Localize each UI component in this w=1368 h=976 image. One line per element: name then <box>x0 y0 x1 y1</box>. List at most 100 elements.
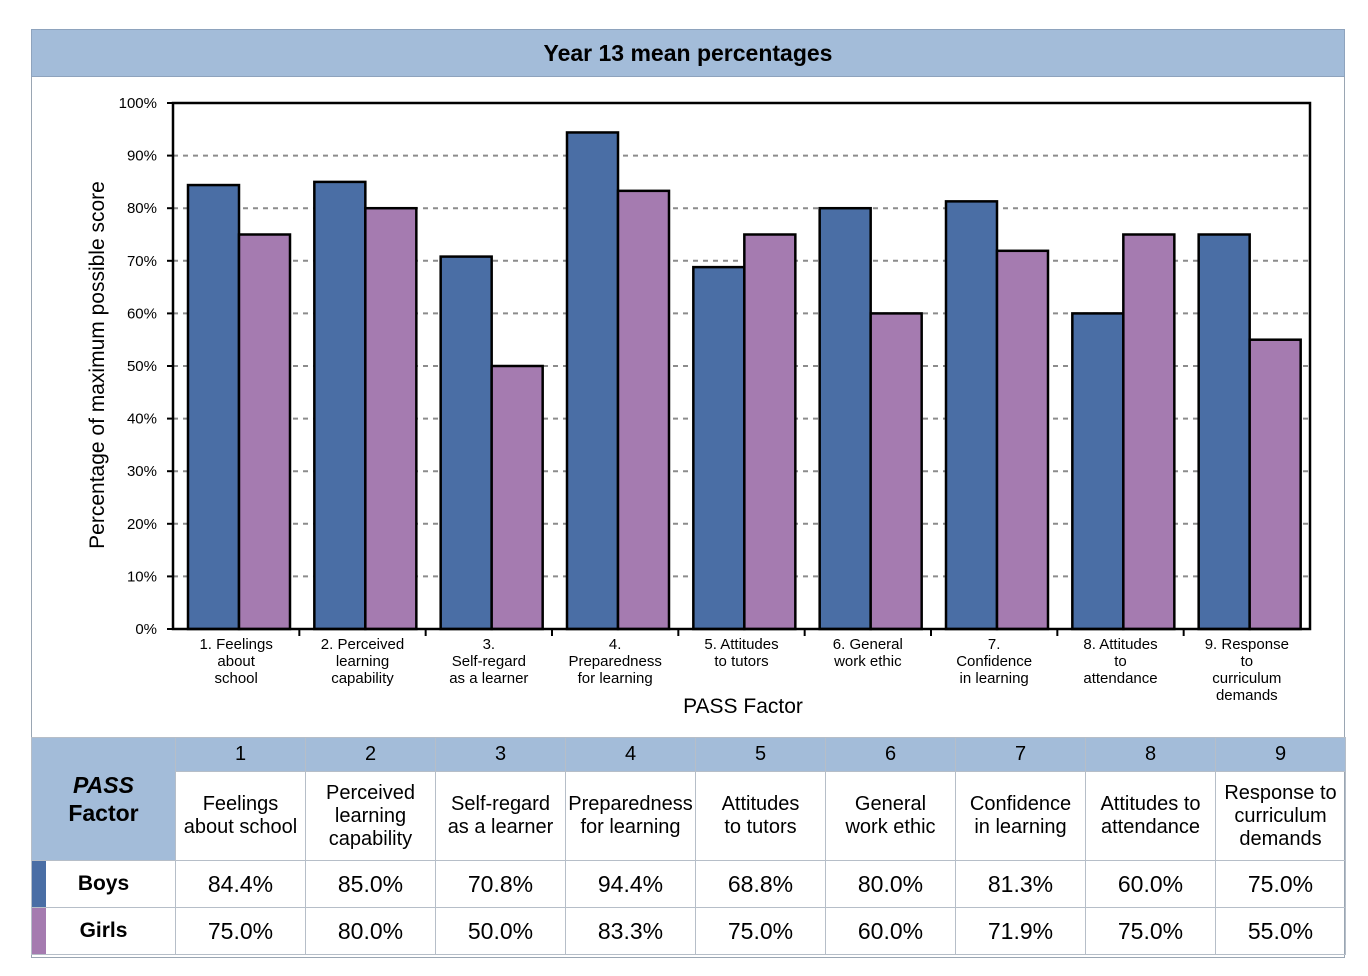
x-tick-label: 6. General work ethic <box>833 636 903 670</box>
value-cell-girls-1: 75.0% <box>175 907 306 955</box>
factor-number-6: 6 <box>825 737 956 772</box>
row-label-girls: Girls <box>31 907 176 955</box>
factor-description-3: Self-regard as a learner <box>435 771 566 861</box>
bar-boys-2 <box>313 180 367 631</box>
factor-description-5: Attitudes to tutors <box>695 771 826 861</box>
description-line: learning <box>334 804 407 827</box>
x-tick-label: 9. Response to curriculum demands <box>1205 636 1289 704</box>
x-tick-label: 7. Confidence in learning <box>956 636 1032 687</box>
bar-chart: 0% 10% 20% 30% 40% 50% 60% 70% 80% 90% 100% 1. Fee… <box>86 95 1312 718</box>
legend-swatch-girls <box>32 908 46 954</box>
factor-description-9: Response to curriculum demands <box>1215 771 1346 861</box>
factor-number-5: 5 <box>695 737 826 772</box>
y-tick-label: 70% <box>127 253 157 270</box>
factor-number-7: 7 <box>955 737 1086 772</box>
value-cell-boys-3: 70.8% <box>435 860 566 908</box>
legend-swatch-boys <box>32 861 46 907</box>
y-tick-label: 50% <box>127 358 157 375</box>
value-cell-girls-2: 80.0% <box>305 907 436 955</box>
factor-label: Factor <box>68 800 139 826</box>
description-line: as a learner <box>447 816 554 838</box>
value-cell-boys-2: 85.0% <box>305 860 436 908</box>
factor-description-6: General work ethic <box>825 771 956 861</box>
value-cell-boys-6: 80.0% <box>825 860 956 908</box>
value-cell-girls-3: 50.0% <box>435 907 566 955</box>
description-line: for learning <box>580 816 681 838</box>
y-tick-label: 60% <box>127 305 157 322</box>
bar-boys-3 <box>439 255 493 631</box>
bar-boys-6 <box>818 206 872 631</box>
bar-girls-1 <box>237 233 292 631</box>
x-tick-label: 8. Attitudes to attendance <box>1083 636 1157 687</box>
y-tick-label: 0% <box>135 621 157 638</box>
bar-boys-5 <box>692 265 746 631</box>
bar-boys-9 <box>1197 233 1251 631</box>
description-line: work ethic <box>845 816 936 838</box>
bar-girls-3 <box>490 364 544 631</box>
y-tick-label: 40% <box>127 411 157 428</box>
value-cell-boys-9: 75.0% <box>1215 860 1346 908</box>
value-cell-girls-9: 55.0% <box>1215 907 1346 955</box>
value-cell-girls-7: 71.9% <box>955 907 1086 955</box>
bar-girls-5 <box>743 233 797 631</box>
y-tick-label: 90% <box>127 148 157 165</box>
x-tick-label: 2. Perceived learning capability <box>321 636 404 687</box>
bar-boys-7 <box>944 200 999 631</box>
pass-label: PASS <box>73 772 134 798</box>
y-tick-label: 80% <box>127 200 157 217</box>
factor-number-2: 2 <box>305 737 436 772</box>
pass-factor-header: PASS Factor <box>31 737 176 861</box>
factor-number-1: 1 <box>175 737 306 772</box>
y-tick-label: 20% <box>127 516 157 533</box>
description-line: Attitudes to <box>1100 793 1201 815</box>
value-cell-boys-7: 81.3% <box>955 860 1086 908</box>
bar-girls-8 <box>1122 233 1176 631</box>
description-line: demands <box>1239 827 1322 850</box>
bar-girls-4 <box>616 189 671 631</box>
factor-description-4: Preparedness for learning <box>565 771 696 861</box>
description-line: Response to <box>1224 781 1337 804</box>
value-cell-girls-4: 83.3% <box>565 907 696 955</box>
value-cell-boys-5: 68.8% <box>695 860 826 908</box>
row-label-text: Girls <box>79 919 128 942</box>
value-cell-girls-8: 75.0% <box>1085 907 1216 955</box>
bar-girls-6 <box>869 312 923 631</box>
factor-description-8: Attitudes to attendance <box>1085 771 1216 861</box>
x-tick-label: 3. Self-regard as a learner <box>449 636 528 687</box>
x-tick-label: 4. Preparedness for learning <box>568 636 661 687</box>
description-line: in learning <box>974 816 1067 838</box>
bar-boys-4 <box>565 131 620 631</box>
description-line: Self-regard <box>451 793 550 815</box>
y-axis-label: Percentage of maximum possible score <box>86 181 109 549</box>
description-line: Confidence <box>969 793 1072 815</box>
value-cell-boys-1: 84.4% <box>175 860 306 908</box>
factor-number-8: 8 <box>1085 737 1216 772</box>
x-axis-label: PASS Factor <box>683 695 803 718</box>
factor-number-3: 3 <box>435 737 566 772</box>
description-line: Perceived <box>326 781 415 804</box>
bar-girls-9 <box>1248 338 1302 631</box>
description-line: about school <box>183 816 298 838</box>
factor-description-1: Feelings about school <box>175 771 306 861</box>
value-cell-boys-4: 94.4% <box>565 860 696 908</box>
bar-boys-1 <box>186 183 241 631</box>
chart-title: Year 13 mean percentages <box>31 29 1345 77</box>
bar-girls-2 <box>364 206 418 631</box>
x-tick-label: 5. Attitudes to tutors <box>704 636 778 670</box>
value-cell-girls-6: 60.0% <box>825 907 956 955</box>
bar-boys-8 <box>1071 312 1125 631</box>
description-line: Preparedness <box>568 793 693 815</box>
description-line: to tutors <box>724 816 797 838</box>
plot-area <box>171 101 1312 631</box>
description-line: capability <box>328 827 413 850</box>
row-label-text: Boys <box>77 872 130 895</box>
value-cell-boys-8: 60.0% <box>1085 860 1216 908</box>
y-tick-label: 30% <box>127 463 157 480</box>
description-line: Feelings <box>202 793 279 815</box>
y-tick-label: 10% <box>127 568 157 585</box>
description-line: attendance <box>1101 816 1200 838</box>
description-line: Attitudes <box>721 793 800 815</box>
description-line: curriculum <box>1234 804 1327 827</box>
y-tick-label: 100% <box>119 95 157 112</box>
bar-girls-7 <box>995 249 1050 631</box>
